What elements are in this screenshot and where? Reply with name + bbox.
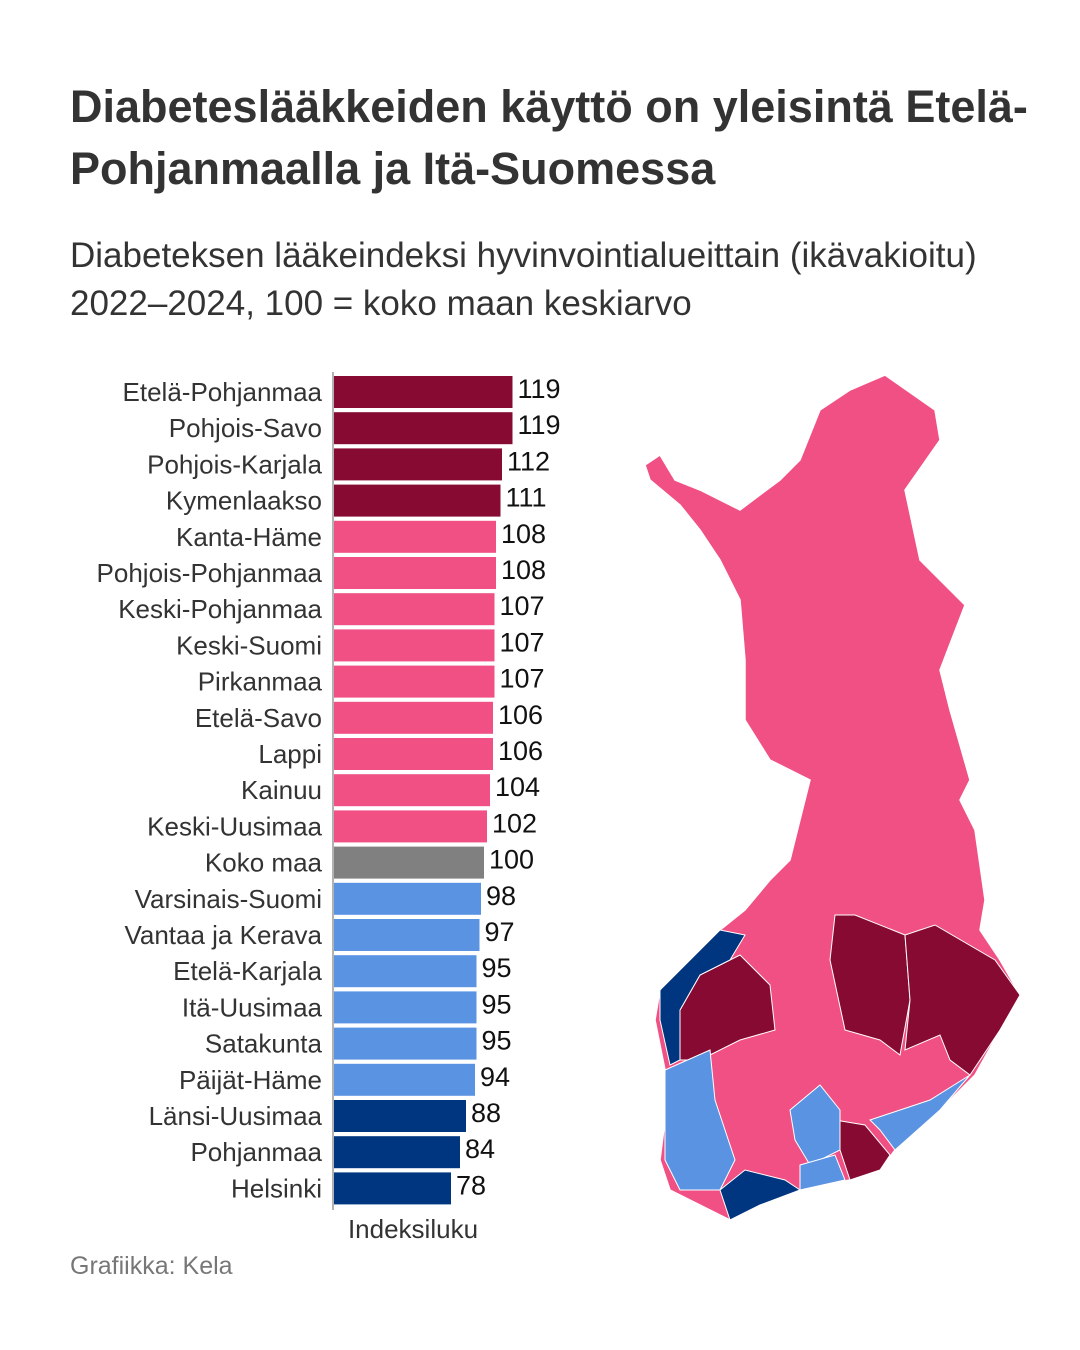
value-label: 112 — [507, 446, 550, 476]
bar — [334, 376, 513, 408]
source-credit: Grafiikka: Kela — [70, 1252, 233, 1280]
map-region-pohjois-savo — [829, 914, 911, 1056]
category-label: Helsinki — [231, 1173, 322, 1203]
bar — [334, 412, 513, 445]
bar — [334, 1100, 466, 1132]
map-region-pohjanmaa — [659, 929, 746, 1066]
category-label: Etelä-Pohjanmaa — [123, 377, 323, 407]
category-label: Kanta-Häme — [176, 522, 322, 552]
category-label: Pohjanmaa — [190, 1137, 322, 1167]
bar — [334, 810, 487, 843]
value-label: 111 — [506, 483, 547, 513]
bar — [334, 1172, 451, 1205]
value-label: 107 — [500, 664, 545, 694]
bar — [334, 991, 477, 1024]
category-label: Kainuu — [241, 775, 322, 805]
category-label: Varsinais-Suomi — [135, 884, 322, 914]
bar — [334, 1136, 460, 1169]
chart-subtitle: Diabeteksen lääkeindeksi hyvinvointialue… — [70, 236, 977, 323]
category-label: Pohjois-Pohjanmaa — [97, 558, 323, 588]
bar — [334, 520, 496, 553]
value-label: 100 — [489, 845, 534, 875]
bar — [334, 629, 495, 662]
value-label: 94 — [480, 1062, 510, 1092]
category-label: Länsi-Uusimaa — [149, 1101, 323, 1131]
bar — [334, 955, 477, 988]
bar — [334, 484, 501, 517]
category-label: Lappi — [258, 739, 322, 769]
value-label: 88 — [471, 1098, 501, 1128]
bar — [334, 665, 495, 698]
value-label: 95 — [482, 989, 512, 1019]
x-axis-label: Indeksiluku — [348, 1214, 478, 1244]
value-label: 84 — [465, 1134, 495, 1164]
bar — [334, 846, 484, 879]
value-label: 95 — [482, 953, 512, 983]
bar — [334, 1063, 475, 1096]
bar — [334, 448, 502, 481]
category-label: Itä-Uusimaa — [182, 992, 323, 1022]
value-label: 106 — [498, 736, 543, 766]
bar — [334, 738, 493, 770]
value-label: 104 — [495, 772, 540, 802]
bar — [334, 882, 481, 915]
value-label: 78 — [456, 1170, 486, 1200]
value-label: 119 — [518, 374, 561, 404]
category-label: Keski-Suomi — [176, 630, 322, 660]
map-region-paijat-hame — [789, 1084, 841, 1166]
category-label: Satakunta — [205, 1029, 323, 1059]
chart-title: Diabeteslääkkeiden käyttö on yleisintä E… — [70, 81, 1028, 194]
value-label: 106 — [498, 700, 543, 730]
value-label: 108 — [501, 555, 546, 585]
map-region-lansi-uusimaa — [719, 1169, 802, 1221]
value-label: 108 — [501, 519, 546, 549]
category-label: Keski-Pohjanmaa — [118, 594, 322, 624]
map-region-etela-karjala — [869, 1074, 971, 1151]
value-label: 98 — [486, 881, 516, 911]
value-label: 119 — [518, 410, 561, 440]
category-label: Keski-Uusimaa — [147, 811, 322, 841]
category-label: Etelä-Savo — [195, 703, 322, 733]
category-label: Pohjois-Savo — [169, 413, 322, 443]
value-label: 107 — [500, 627, 545, 657]
bar — [334, 774, 490, 807]
category-label: Pirkanmaa — [198, 667, 323, 697]
category-label: Koko maa — [205, 848, 323, 878]
finland-map — [644, 374, 1021, 1221]
category-label: Etelä-Karjala — [173, 956, 322, 986]
bar — [334, 701, 493, 734]
value-label: 102 — [492, 808, 537, 838]
map-region-varsinais-suomi — [664, 1049, 736, 1191]
bar — [334, 919, 480, 951]
value-label: 95 — [482, 1026, 512, 1056]
bar — [334, 1027, 477, 1060]
category-label: Päijät-Häme — [179, 1065, 322, 1095]
map-region-ita-uusimaa — [799, 1154, 846, 1191]
value-label: 107 — [500, 591, 545, 621]
category-label: Kymenlaakso — [166, 486, 322, 516]
category-label: Vantaa ja Kerava — [124, 920, 322, 950]
value-label: 97 — [485, 917, 515, 947]
bar — [334, 593, 495, 626]
bar — [334, 557, 496, 589]
category-label: Pohjois-Karjala — [147, 449, 322, 479]
